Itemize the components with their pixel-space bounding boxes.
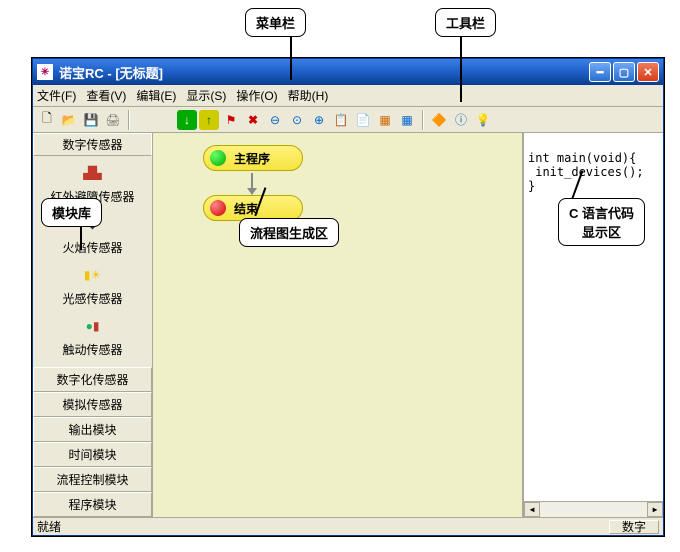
tb-zoomreset-icon[interactable]: ⊙ bbox=[287, 110, 307, 130]
app-window: ✳ 诺宝RC - [无标题] ━ ▢ ✕ 文件(F) 查看(V) 编辑(E) 显… bbox=[32, 58, 664, 536]
menu-operate[interactable]: 操作(O) bbox=[236, 87, 277, 104]
tb-new-icon[interactable]: 🗋 bbox=[37, 110, 57, 130]
scroll-right-icon[interactable]: ▶ bbox=[647, 502, 663, 517]
close-button[interactable]: ✕ bbox=[637, 62, 659, 82]
titlebar: ✳ 诺宝RC - [无标题] ━ ▢ ✕ bbox=[33, 59, 663, 85]
tb-doc-icon[interactable]: 📄 bbox=[353, 110, 373, 130]
window-title: 诺宝RC - [无标题] bbox=[59, 63, 589, 82]
code-line: } bbox=[528, 179, 535, 193]
status-left: 就绪 bbox=[37, 518, 61, 535]
tb-down-icon[interactable]: ↓ bbox=[177, 110, 197, 130]
toolbar-separator bbox=[422, 110, 424, 130]
client-area: 数字传感器 ▟▙ 红外避障传感器 ◆ 火焰传感器 ▮☀ 光感传感器 ●▮ 触动传… bbox=[33, 133, 663, 517]
menu-display[interactable]: 显示(S) bbox=[186, 87, 226, 104]
sensor-ir-icon: ▟▙ bbox=[35, 162, 150, 184]
module-library: 数字传感器 ▟▙ 红外避障传感器 ◆ 火焰传感器 ▮☀ 光感传感器 ●▮ 触动传… bbox=[33, 133, 153, 517]
tb-zoomin-icon[interactable]: ⊕ bbox=[309, 110, 329, 130]
tb-print-icon[interactable]: 🖨 bbox=[103, 110, 123, 130]
annotation-flowchart: 流程图生成区 bbox=[239, 218, 339, 247]
tb-open-icon[interactable]: 📂 bbox=[59, 110, 79, 130]
minimize-button[interactable]: ━ bbox=[589, 62, 611, 82]
code-line: init_devices(); bbox=[528, 165, 644, 179]
tb-delete-icon[interactable]: ✖ bbox=[243, 110, 263, 130]
node-end-icon bbox=[210, 200, 226, 216]
annotation-module-lib: 模块库 bbox=[41, 198, 102, 227]
tb-save-icon[interactable]: 💾 bbox=[81, 110, 101, 130]
code-panel: int main(void){ init_devices(); } ◀ ▶ bbox=[523, 133, 663, 517]
annotation-code: C 语言代码 显示区 bbox=[558, 198, 645, 246]
tb-zoomout-icon[interactable]: ⊖ bbox=[265, 110, 285, 130]
menu-edit[interactable]: 编辑(E) bbox=[136, 87, 176, 104]
sensor-light-icon: ▮☀ bbox=[35, 264, 150, 286]
menu-help[interactable]: 帮助(H) bbox=[288, 87, 329, 104]
tb-grid2-icon[interactable]: ▦ bbox=[397, 110, 417, 130]
sidebar-btn[interactable]: 输出模块 bbox=[33, 417, 152, 442]
annotation-menubar: 菜单栏 bbox=[245, 8, 306, 37]
flowchart-canvas[interactable]: 主程序 结束 bbox=[153, 133, 523, 517]
app-icon: ✳ bbox=[37, 64, 53, 80]
toolbar-separator bbox=[128, 110, 130, 130]
tb-grid1-icon[interactable]: ▦ bbox=[375, 110, 395, 130]
tb-up-icon[interactable]: ↑ bbox=[199, 110, 219, 130]
flow-arrow-icon bbox=[251, 173, 253, 193]
node-start-icon bbox=[210, 150, 226, 166]
sidebar-header[interactable]: 数字传感器 bbox=[33, 133, 152, 156]
module-label: 触动传感器 bbox=[35, 341, 150, 358]
tb-tip-icon[interactable]: 💡 bbox=[473, 110, 493, 130]
sidebar-btn[interactable]: 数字化传感器 bbox=[33, 367, 152, 392]
tb-copy-icon[interactable]: 📋 bbox=[331, 110, 351, 130]
annotation-line bbox=[290, 30, 292, 80]
toolbar: 🗋 📂 💾 🖨 ↓ ↑ ⚑ ✖ ⊖ ⊙ ⊕ 📋 📄 ▦ ▦ 🔶 ⓘ 💡 bbox=[33, 107, 663, 133]
menu-file[interactable]: 文件(F) bbox=[37, 87, 76, 104]
annotation-toolbar: 工具栏 bbox=[435, 8, 496, 37]
module-item[interactable]: ▮☀ 光感传感器 bbox=[33, 258, 152, 309]
sidebar-btn[interactable]: 程序模块 bbox=[33, 492, 152, 517]
tb-flag-icon[interactable]: ⚑ bbox=[221, 110, 241, 130]
tb-info-icon[interactable]: ⓘ bbox=[451, 110, 471, 130]
menu-view[interactable]: 查看(V) bbox=[86, 87, 126, 104]
module-label: 火焰传感器 bbox=[35, 239, 150, 256]
sidebar-btn[interactable]: 时间模块 bbox=[33, 442, 152, 467]
code-line: int main(void){ bbox=[528, 151, 636, 165]
scroll-track[interactable] bbox=[540, 502, 647, 517]
maximize-button[interactable]: ▢ bbox=[613, 62, 635, 82]
annotation-line bbox=[460, 30, 462, 102]
node-label: 主程序 bbox=[234, 150, 270, 167]
sidebar-btn[interactable]: 模拟传感器 bbox=[33, 392, 152, 417]
horizontal-scrollbar[interactable]: ◀ ▶ bbox=[524, 501, 663, 517]
menubar: 文件(F) 查看(V) 编辑(E) 显示(S) 操作(O) 帮助(H) bbox=[33, 85, 663, 107]
tb-colors-icon[interactable]: 🔶 bbox=[429, 110, 449, 130]
scroll-left-icon[interactable]: ◀ bbox=[524, 502, 540, 517]
statusbar: 就绪 数字 bbox=[33, 517, 663, 535]
module-item[interactable]: ●▮ 触动传感器 bbox=[33, 309, 152, 360]
canvas-wrap: 主程序 结束 int main(void){ init_devices(); }… bbox=[153, 133, 663, 517]
module-panel: ▟▙ 红外避障传感器 ◆ 火焰传感器 ▮☀ 光感传感器 ●▮ 触动传感器 bbox=[33, 156, 152, 367]
sensor-touch-icon: ●▮ bbox=[35, 315, 150, 337]
module-label: 光感传感器 bbox=[35, 290, 150, 307]
sidebar-btn[interactable]: 流程控制模块 bbox=[33, 467, 152, 492]
status-right: 数字 bbox=[609, 520, 659, 534]
flow-node-main[interactable]: 主程序 bbox=[203, 145, 303, 171]
